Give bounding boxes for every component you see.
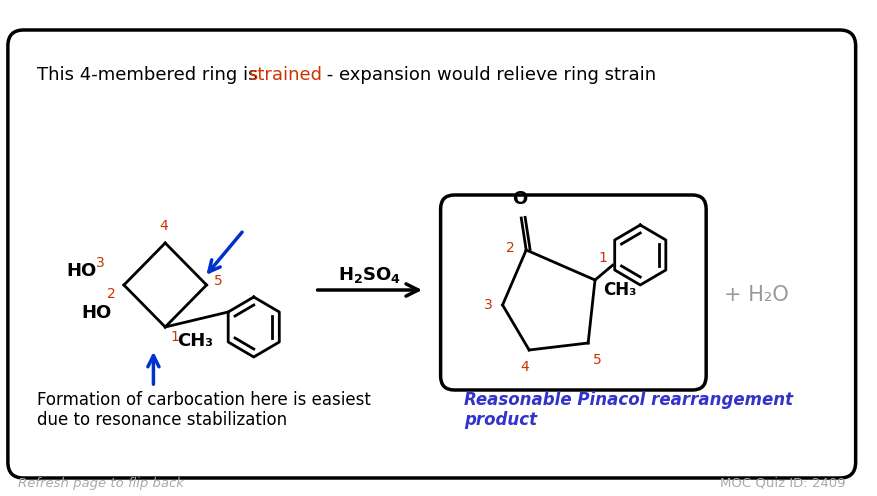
Text: CH₃: CH₃ — [177, 332, 213, 350]
Text: 5: 5 — [592, 353, 601, 367]
Text: HO: HO — [66, 262, 96, 280]
Text: 3: 3 — [483, 298, 492, 312]
Text: Reasonable Pinacol rearrangement: Reasonable Pinacol rearrangement — [464, 391, 793, 409]
Text: 2: 2 — [107, 287, 116, 301]
FancyBboxPatch shape — [8, 30, 855, 478]
Text: 2: 2 — [505, 241, 514, 255]
Text: HO: HO — [82, 304, 112, 322]
Text: 4: 4 — [159, 219, 168, 233]
Text: Refresh page to flip back: Refresh page to flip back — [18, 477, 183, 490]
Text: - expansion would relieve ring strain: - expansion would relieve ring strain — [320, 66, 655, 84]
Text: 1: 1 — [170, 330, 179, 344]
Text: strained: strained — [247, 66, 322, 84]
Text: 3: 3 — [96, 256, 104, 270]
Text: product: product — [464, 411, 537, 429]
Text: Formation of carbocation here is easiest: Formation of carbocation here is easiest — [38, 391, 371, 409]
Text: due to resonance stabilization: due to resonance stabilization — [38, 411, 287, 429]
Text: O: O — [511, 190, 526, 208]
Text: 5: 5 — [214, 274, 223, 288]
Text: This 4-membered ring is: This 4-membered ring is — [38, 66, 263, 84]
Text: $\mathbf{H_2SO_4}$: $\mathbf{H_2SO_4}$ — [338, 265, 401, 285]
FancyBboxPatch shape — [440, 195, 705, 390]
Text: 4: 4 — [519, 360, 528, 374]
Text: MOC Quiz ID: 2409: MOC Quiz ID: 2409 — [719, 477, 845, 490]
Text: CH₃: CH₃ — [602, 281, 636, 299]
Text: 1: 1 — [597, 251, 606, 265]
Text: + H₂O: + H₂O — [723, 285, 788, 305]
